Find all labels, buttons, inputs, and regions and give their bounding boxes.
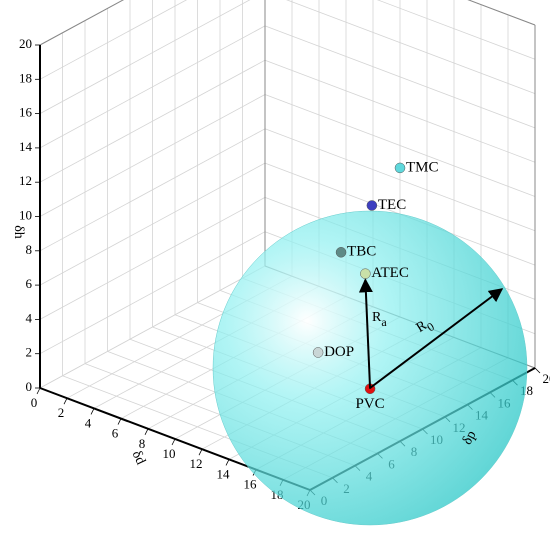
z-tick-label: 12 bbox=[19, 173, 32, 188]
x-tick-label: 0 bbox=[31, 395, 38, 410]
grid-line bbox=[264, 59, 536, 163]
x-tick bbox=[171, 438, 176, 446]
x-tick bbox=[90, 408, 95, 415]
grid-line bbox=[286, 0, 536, 94]
z-axis-label: δh bbox=[11, 225, 26, 239]
grid-line bbox=[264, 25, 536, 129]
ra-text: R bbox=[372, 310, 382, 325]
x-tick-label: 12 bbox=[190, 456, 203, 471]
z-tick-label: 20 bbox=[19, 36, 32, 51]
point-label: PVC bbox=[355, 396, 384, 412]
z-tick-label: 6 bbox=[26, 276, 33, 291]
data-point bbox=[360, 268, 371, 279]
data-point bbox=[394, 162, 406, 174]
x-tick-label: 4 bbox=[85, 415, 92, 430]
z-tick-label: 8 bbox=[26, 242, 33, 257]
data-point bbox=[366, 200, 378, 211]
x-tick bbox=[36, 387, 41, 395]
x-tick bbox=[117, 418, 122, 425]
x-tick-label: 16 bbox=[244, 477, 258, 492]
x-tick-label: 6 bbox=[112, 426, 119, 441]
x-tick-label: 14 bbox=[217, 466, 231, 481]
point-layer: TMC TEC TBC ATEC DOP PVC bbox=[312, 159, 439, 412]
z-tick-label: 14 bbox=[19, 139, 33, 154]
grid-line bbox=[264, 128, 536, 232]
x-tick-label: 8 bbox=[139, 436, 146, 451]
grid-line bbox=[39, 0, 251, 114]
data-point bbox=[335, 247, 347, 258]
x-tick-label: 2 bbox=[58, 405, 65, 420]
point-label: TMC bbox=[406, 159, 439, 175]
r0-arrow bbox=[369, 288, 504, 389]
x-tick bbox=[225, 459, 230, 466]
grid-line bbox=[39, 162, 266, 286]
r0-label: R0 bbox=[414, 315, 437, 339]
grid-line bbox=[39, 94, 266, 217]
box-edge bbox=[39, 0, 125, 46]
grid-line bbox=[39, 59, 266, 183]
y-tick bbox=[534, 367, 541, 374]
grid-line bbox=[39, 265, 266, 389]
grid-line bbox=[39, 197, 266, 320]
point-label: TEC bbox=[378, 197, 406, 213]
x-tick bbox=[198, 449, 203, 456]
grid-line bbox=[39, 231, 266, 355]
ra-sub: a bbox=[381, 315, 387, 329]
grid-line bbox=[39, 128, 266, 252]
y-axis-label: δp bbox=[460, 428, 480, 447]
z-tick-label: 18 bbox=[19, 70, 32, 85]
ra-arrow bbox=[358, 278, 373, 389]
z-tick-label: 10 bbox=[19, 207, 32, 222]
point-label: DOP bbox=[324, 344, 354, 360]
grid-line bbox=[264, 94, 536, 197]
box-edge bbox=[467, 0, 536, 26]
x-tick-label: 10 bbox=[163, 446, 176, 461]
x-tick bbox=[144, 428, 149, 435]
point-label: TBC bbox=[347, 244, 376, 260]
x-tick bbox=[63, 398, 68, 405]
grid-line bbox=[39, 0, 188, 80]
z-tick-label: 2 bbox=[26, 345, 33, 360]
ra-label: Ra bbox=[372, 310, 387, 329]
point-label: ATEC bbox=[371, 265, 409, 281]
z-tick-label: 16 bbox=[19, 105, 33, 120]
grid-line bbox=[376, 0, 536, 60]
data-point bbox=[312, 347, 324, 358]
grid-line bbox=[39, 25, 266, 149]
x-axis-label: δd bbox=[129, 449, 148, 468]
z-tick-label: 4 bbox=[26, 310, 33, 325]
z-tick-label: 0 bbox=[26, 379, 33, 394]
y-tick-label: 20 bbox=[543, 371, 550, 386]
